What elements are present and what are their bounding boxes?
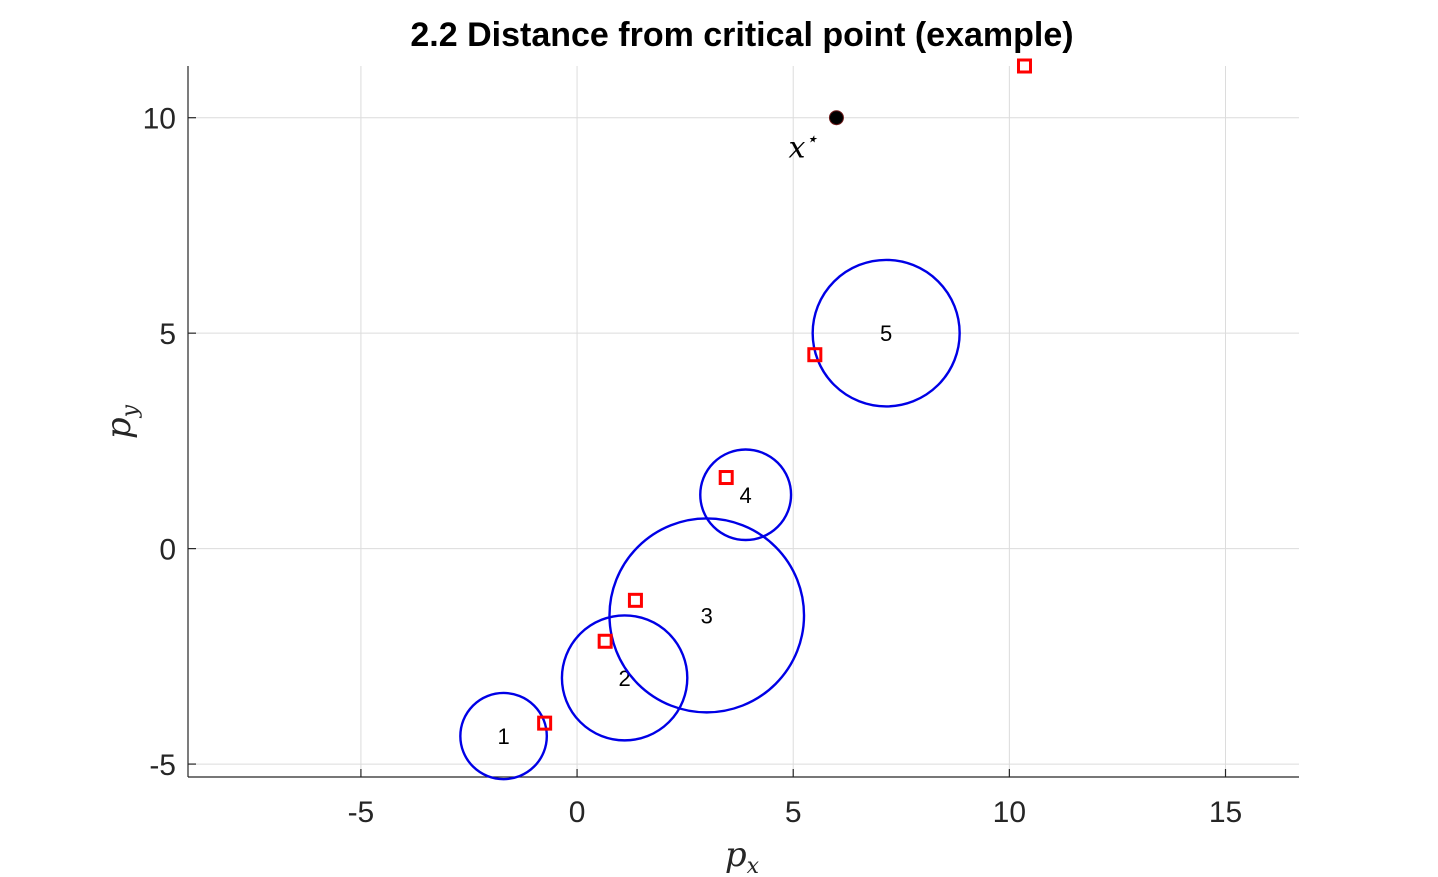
grid <box>188 66 1299 777</box>
region-circle <box>560 614 689 742</box>
marker-square <box>718 470 734 486</box>
x-tick-label: 10 <box>993 796 1026 829</box>
plot-area: -5 0 5 10 15 -5 0 5 10 1 2 3 4 5 x⋆ <box>143 58 1299 829</box>
y-tick-label: 10 <box>143 103 176 136</box>
region-circle <box>459 691 549 781</box>
x-tick-label: 15 <box>1209 796 1242 829</box>
critical-point-layer: x⋆ <box>788 110 844 166</box>
x-axis-label-sub: x <box>747 854 760 877</box>
marker-square <box>537 715 553 731</box>
y-ticks: -5 0 5 10 <box>143 103 196 782</box>
critical-point-label-sup: ⋆ <box>805 127 818 151</box>
x-tick-label: -5 <box>348 796 375 829</box>
critical-point-dot <box>828 110 844 126</box>
x-tick-label: 0 <box>569 796 586 829</box>
circle-label: 2 <box>618 666 630 691</box>
circle-label: 1 <box>497 724 509 749</box>
y-axis-label-sub: y <box>118 404 143 418</box>
x-axis-label-main: p <box>725 835 747 875</box>
region-circle <box>699 448 793 542</box>
x-axis-label: px <box>725 835 760 877</box>
circle-label: 5 <box>880 321 892 346</box>
axes <box>187 66 1299 778</box>
marker-square <box>1016 58 1032 74</box>
marker-square <box>597 633 613 649</box>
y-axis-label-main: p <box>99 417 139 439</box>
y-axis-label: py <box>99 404 143 439</box>
y-tick-label: -5 <box>149 749 176 782</box>
critical-point-label-main: x <box>788 131 805 166</box>
critical-point-label: x⋆ <box>788 127 817 166</box>
circles-layer: 1 2 3 4 5 <box>459 258 961 781</box>
markers-layer <box>537 58 1032 731</box>
marker-square <box>627 592 643 608</box>
x-ticks: -5 0 5 10 15 <box>348 769 1242 829</box>
circle-label: 4 <box>740 483 752 508</box>
x-tick-label: 5 <box>785 796 802 829</box>
y-tick-label: 0 <box>159 534 176 567</box>
y-tick-label: 5 <box>159 318 176 351</box>
circle-label: 3 <box>701 603 713 628</box>
marker-square <box>807 347 823 363</box>
region-circle <box>811 258 961 408</box>
chart-title: 2.2 Distance from critical point (exampl… <box>410 16 1073 54</box>
